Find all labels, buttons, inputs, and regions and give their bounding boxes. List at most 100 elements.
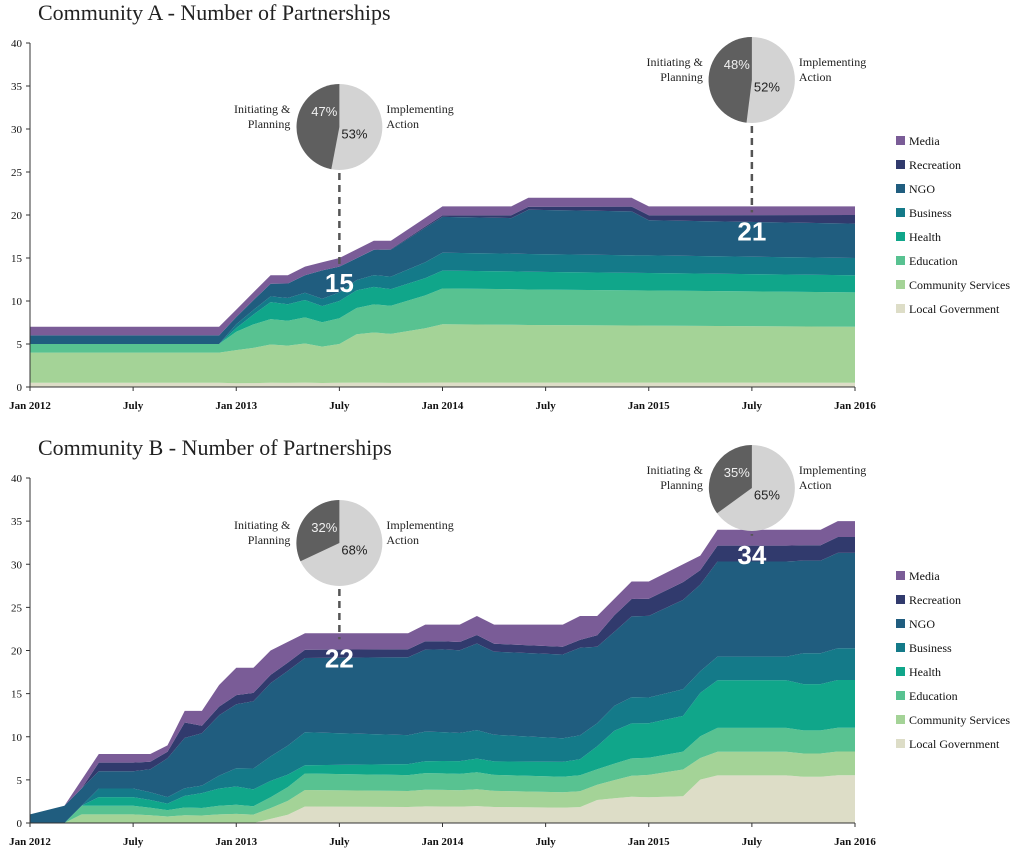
area-series-community-services xyxy=(30,751,855,823)
y-tick-label: 20 xyxy=(11,646,23,658)
area-series-local-government xyxy=(30,775,855,823)
area-series-health xyxy=(30,680,855,823)
x-tick-label: July xyxy=(536,400,557,412)
y-tick-label: 30 xyxy=(11,124,23,136)
legend-label: Media xyxy=(909,569,940,583)
pie-percent-initiating: 47% xyxy=(311,104,337,119)
legend-label: Health xyxy=(909,230,941,244)
legend-label: NGO xyxy=(909,617,935,631)
legend-swatch xyxy=(896,136,905,145)
area-series-business xyxy=(30,648,855,823)
x-tick-label: July xyxy=(329,836,350,848)
pie-chart: 35% 65% Initiating &Planning ImplementingAc… xyxy=(647,445,866,570)
legend-swatch xyxy=(896,280,905,289)
legend-label: Community Services xyxy=(909,713,1010,727)
legend-swatch xyxy=(896,595,905,604)
pie-label-initiating: Planning xyxy=(660,478,703,492)
x-tick-label: Jan 2013 xyxy=(215,836,257,848)
pie-percent-implementing: 52% xyxy=(754,80,780,95)
x-tick-label: July xyxy=(123,400,144,412)
x-tick-label: Jan 2015 xyxy=(628,836,670,848)
y-tick-label: 5 xyxy=(17,339,23,351)
pie-label-implementing: Implementing xyxy=(386,102,453,116)
legend-swatch xyxy=(896,643,905,652)
legend-swatch xyxy=(896,691,905,700)
pie-slice-initiating xyxy=(296,500,340,562)
pie-label-implementing: Implementing xyxy=(386,518,453,532)
area-series-media xyxy=(30,521,855,815)
pie-percent-implementing: 68% xyxy=(341,543,367,558)
pie-label-initiating: Initiating & xyxy=(647,55,704,69)
area-series-ngo xyxy=(30,552,855,823)
pie-chart: 47% 53% Initiating &Planning ImplementingAc… xyxy=(234,84,454,298)
pie-label-implementing: Action xyxy=(799,70,832,84)
area-series-education xyxy=(30,727,855,823)
chart-title: Community A - Number of Partnerships xyxy=(38,0,391,25)
pie-slice-initiating xyxy=(296,84,340,170)
legend-swatch xyxy=(896,256,905,265)
pie-label-implementing: Action xyxy=(799,478,832,492)
area-series-business xyxy=(30,252,855,344)
area-series-community-services xyxy=(30,324,855,384)
legend-swatch xyxy=(896,571,905,580)
legend-label: Community Services xyxy=(909,278,1010,292)
callout-total: 34 xyxy=(737,540,766,570)
y-tick-label: 10 xyxy=(11,732,23,744)
x-tick-label: Jan 2013 xyxy=(215,400,257,412)
area-series-group xyxy=(30,521,855,823)
area-series-health xyxy=(30,270,855,344)
pie-percent-implementing: 65% xyxy=(754,488,780,503)
legend-label: Local Government xyxy=(909,302,1000,316)
community-a-chart: Community A - Number of Partnerships 0 5 1… xyxy=(9,0,1010,412)
legend-swatch xyxy=(896,739,905,748)
pie-percent-implementing: 53% xyxy=(341,127,367,142)
legend-label: Education xyxy=(909,254,958,268)
area-series-recreation xyxy=(30,537,855,815)
pie-label-initiating: Initiating & xyxy=(647,463,704,477)
legend-swatch xyxy=(896,160,905,169)
area-series-group xyxy=(30,197,855,387)
legend-swatch xyxy=(896,715,905,724)
y-tick-label: 40 xyxy=(11,38,23,50)
x-tick-label: Jan 2016 xyxy=(834,836,876,848)
pie-label-initiating: Initiating & xyxy=(234,102,291,116)
legend-label: Recreation xyxy=(909,158,961,172)
pie-chart: 32% 68% Initiating &Planning ImplementingAc… xyxy=(234,500,454,673)
y-tick-label: 0 xyxy=(17,382,23,394)
y-tick-label: 15 xyxy=(11,253,23,265)
callout-total: 21 xyxy=(737,216,766,246)
x-tick-label: Jan 2012 xyxy=(9,400,51,412)
pie-chart: 48% 52% Initiating &Planning ImplementingAc… xyxy=(647,36,866,246)
pie-percent-initiating: 48% xyxy=(724,57,750,72)
legend-label: Media xyxy=(909,134,940,148)
community-b-chart: Community B - Number of Partnerships 0 5 1… xyxy=(9,435,1010,848)
y-tick-label: 5 xyxy=(17,775,23,787)
y-tick-label: 0 xyxy=(17,818,23,830)
pie-label-initiating: Planning xyxy=(660,70,703,84)
callout-total: 15 xyxy=(325,268,354,298)
pie-label-implementing: Action xyxy=(386,117,419,131)
callout-total: 22 xyxy=(325,643,354,673)
x-tick-label: Jan 2015 xyxy=(628,400,670,412)
pie-label-initiating: Initiating & xyxy=(234,518,291,532)
y-tick-label: 20 xyxy=(11,210,23,222)
legend-label: Business xyxy=(909,206,952,220)
legend-swatch xyxy=(896,184,905,193)
pie-label-initiating: Planning xyxy=(248,117,291,131)
x-tick-label: July xyxy=(742,400,763,412)
area-series-recreation xyxy=(30,206,855,336)
legend-label: NGO xyxy=(909,182,935,196)
y-tick-label: 30 xyxy=(11,559,23,571)
legend-label: Business xyxy=(909,641,952,655)
y-tick-label: 15 xyxy=(11,689,23,701)
y-tick-label: 25 xyxy=(11,167,23,179)
pie-percent-initiating: 35% xyxy=(724,465,750,480)
x-tick-label: Jan 2012 xyxy=(9,836,51,848)
y-tick-label: 25 xyxy=(11,602,23,614)
area-series-media xyxy=(30,197,855,336)
legend-label: Health xyxy=(909,665,941,679)
x-tick-label: July xyxy=(123,836,144,848)
area-series-education xyxy=(30,288,855,353)
legend-label: Education xyxy=(909,689,958,703)
